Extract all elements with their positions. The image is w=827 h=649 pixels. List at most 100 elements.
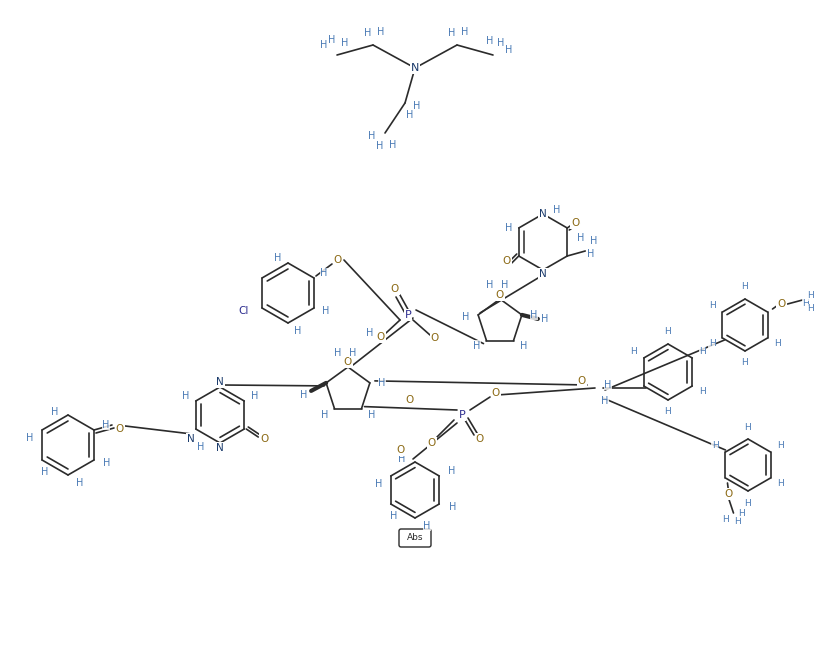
Text: H: H bbox=[699, 347, 705, 356]
Text: H: H bbox=[447, 466, 454, 476]
Text: H: H bbox=[334, 348, 342, 358]
Text: H: H bbox=[629, 347, 636, 356]
Text: H: H bbox=[320, 40, 327, 50]
Text: O: O bbox=[495, 290, 504, 300]
Text: H: H bbox=[328, 35, 335, 45]
FancyBboxPatch shape bbox=[399, 529, 431, 547]
Text: H: H bbox=[364, 28, 371, 38]
Text: H: H bbox=[406, 110, 414, 120]
Text: H: H bbox=[664, 328, 671, 336]
Text: H: H bbox=[413, 101, 420, 111]
Text: H: H bbox=[76, 478, 84, 488]
Text: O: O bbox=[491, 388, 500, 398]
Text: H: H bbox=[375, 479, 382, 489]
Text: H: H bbox=[375, 141, 383, 151]
Text: H: H bbox=[103, 458, 111, 468]
Text: O: O bbox=[390, 284, 399, 294]
Text: H: H bbox=[423, 521, 430, 531]
Text: P: P bbox=[404, 310, 411, 320]
Text: O: O bbox=[405, 395, 414, 405]
Text: H: H bbox=[773, 339, 781, 349]
Text: N: N bbox=[538, 269, 546, 279]
Text: O: O bbox=[476, 434, 484, 444]
Text: N: N bbox=[538, 209, 546, 219]
Text: N: N bbox=[410, 63, 418, 73]
Text: H: H bbox=[801, 299, 808, 308]
Text: H: H bbox=[743, 422, 750, 432]
Text: P: P bbox=[458, 410, 465, 420]
Text: N: N bbox=[216, 443, 223, 453]
Text: H: H bbox=[485, 280, 493, 290]
Text: H: H bbox=[741, 358, 748, 367]
Text: O: O bbox=[333, 255, 342, 265]
Text: H: H bbox=[737, 509, 744, 517]
Text: H: H bbox=[378, 378, 385, 388]
Text: H: H bbox=[368, 131, 375, 141]
Text: H: H bbox=[708, 339, 715, 349]
Text: H: H bbox=[589, 236, 596, 246]
Text: H: H bbox=[741, 282, 748, 291]
Text: H: H bbox=[197, 442, 204, 452]
Text: H: H bbox=[552, 205, 560, 215]
Text: H: H bbox=[504, 45, 512, 55]
Text: H: H bbox=[349, 348, 356, 358]
Text: H: H bbox=[51, 407, 59, 417]
Text: H: H bbox=[529, 310, 537, 320]
Text: O: O bbox=[502, 256, 510, 266]
Text: H: H bbox=[743, 498, 750, 508]
Text: H: H bbox=[777, 480, 783, 489]
Text: H: H bbox=[497, 38, 504, 48]
Text: O: O bbox=[571, 218, 579, 228]
Text: H: H bbox=[721, 515, 728, 524]
Text: H: H bbox=[320, 410, 327, 420]
Text: H: H bbox=[461, 27, 468, 37]
Text: H: H bbox=[398, 454, 405, 464]
Text: H: H bbox=[26, 433, 34, 443]
Text: H: H bbox=[519, 341, 527, 350]
Text: H: H bbox=[182, 391, 189, 401]
Text: H: H bbox=[734, 517, 740, 526]
Text: H: H bbox=[462, 312, 469, 322]
Text: H: H bbox=[541, 314, 548, 324]
Text: H: H bbox=[377, 27, 385, 37]
Text: H: H bbox=[699, 387, 705, 397]
Text: Cl: Cl bbox=[238, 306, 249, 316]
Text: H: H bbox=[485, 36, 493, 46]
Text: H: H bbox=[390, 511, 397, 521]
Text: H: H bbox=[504, 223, 512, 233]
Text: H: H bbox=[448, 502, 456, 512]
Text: H: H bbox=[447, 28, 455, 38]
Text: H: H bbox=[367, 410, 375, 420]
Text: H: H bbox=[604, 380, 611, 390]
Text: H: H bbox=[586, 249, 593, 259]
Text: N: N bbox=[187, 434, 194, 444]
Text: H: H bbox=[322, 306, 329, 316]
Text: O: O bbox=[724, 489, 732, 499]
Text: H: H bbox=[777, 441, 783, 450]
Text: O: O bbox=[396, 445, 404, 455]
Text: O: O bbox=[777, 299, 785, 309]
Text: O: O bbox=[343, 357, 351, 367]
Text: H: H bbox=[576, 233, 583, 243]
Text: H: H bbox=[664, 408, 671, 417]
Text: H: H bbox=[300, 390, 308, 400]
Text: O: O bbox=[116, 424, 124, 434]
Text: H: H bbox=[103, 420, 109, 430]
Text: H: H bbox=[711, 441, 718, 450]
Text: O: O bbox=[376, 332, 385, 342]
Text: H: H bbox=[294, 326, 301, 336]
Text: H: H bbox=[320, 268, 327, 278]
Text: Abs: Abs bbox=[406, 533, 423, 543]
Text: H: H bbox=[341, 38, 348, 48]
Text: H: H bbox=[472, 341, 480, 350]
Text: H: H bbox=[708, 302, 715, 310]
Text: H: H bbox=[600, 396, 608, 406]
Text: H: H bbox=[806, 291, 813, 300]
Text: H: H bbox=[274, 253, 281, 263]
Text: H: H bbox=[500, 280, 508, 290]
Text: O: O bbox=[260, 434, 268, 444]
Text: H: H bbox=[251, 391, 258, 401]
Text: O: O bbox=[430, 333, 438, 343]
Text: N: N bbox=[216, 377, 223, 387]
Text: H: H bbox=[806, 304, 813, 313]
